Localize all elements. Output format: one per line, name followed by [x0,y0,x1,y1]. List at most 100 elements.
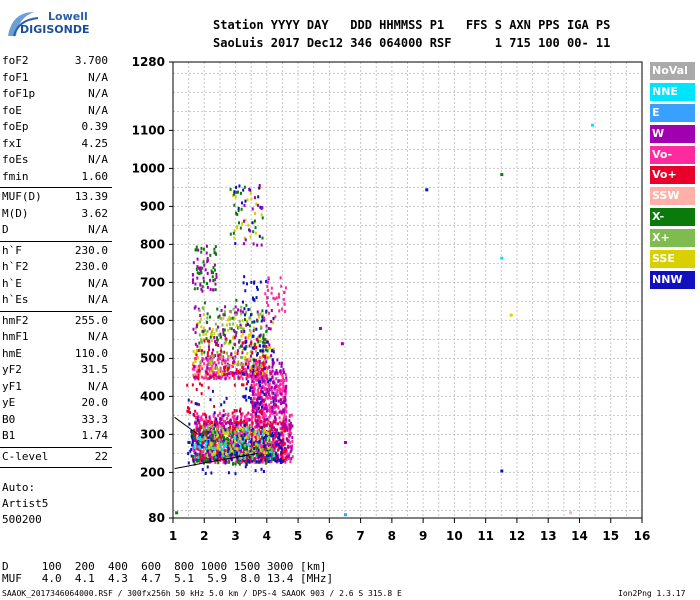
echo-point [261,398,264,402]
echo-point [257,429,260,433]
y-tick-label: 400 [140,389,165,403]
echo-point [208,417,211,421]
echo-point [259,364,262,368]
echo-point [250,448,253,452]
echo-point [220,354,223,358]
echo-point [222,440,225,444]
echo-point [239,344,242,348]
echo-point [193,306,196,310]
x-tick-label: 4 [263,529,271,543]
echo-point [281,455,284,459]
echo-point [269,421,272,425]
echo-point [250,452,253,456]
echo-point [281,401,284,405]
echo-point [247,380,250,384]
echo-point [270,320,273,324]
echo-point [216,325,219,329]
echo-point [198,456,201,460]
echo-point [274,372,277,376]
echo-point [209,287,212,291]
echo-point [249,440,252,444]
echo-point [229,438,232,442]
echo-point [272,437,275,441]
echo-point [222,333,225,337]
echo-point [188,407,191,411]
echo-point [224,461,227,465]
echo-point [256,392,259,396]
echo-point [206,366,209,370]
echo-point [266,424,269,428]
echo-point [200,268,203,272]
echo-point [244,367,247,371]
echo-point [258,393,261,397]
echo-point [282,438,285,442]
echo-point [278,361,281,365]
echo-point [256,424,259,428]
echo-point [278,420,281,424]
echo-point [277,448,280,452]
echo-point [211,452,214,456]
echo-point [204,328,207,332]
echo-point [261,420,264,424]
echo-point [194,342,197,346]
echo-point [266,387,269,391]
param-row: fxI 4.25 [0,137,112,154]
echo-point [210,333,213,337]
echo-point [262,403,265,407]
echo-point [213,440,216,444]
echo-point [220,436,223,440]
echo-point [276,393,279,397]
echo-point [285,378,288,382]
echo-point [214,373,217,377]
echo-point [228,440,231,444]
echo-point [228,372,231,376]
echo-point [279,383,282,387]
echo-point [258,186,261,190]
echo-point [241,445,244,449]
echo-point [191,367,194,371]
echo-point [195,421,198,425]
echo-point [194,331,197,335]
echo-point [214,446,217,450]
echo-point [275,383,278,387]
echo-point [224,458,227,462]
echo-point [241,432,244,436]
echo-point [283,400,286,404]
echo-point [284,429,287,433]
echo-point [201,412,204,416]
echo-point [265,403,268,407]
echo-point [195,353,198,357]
echo-point [193,375,196,379]
echo-point [248,459,251,463]
echo-point [219,357,222,361]
echo-point [236,431,239,435]
echo-point [227,446,230,450]
echo-point [263,445,266,449]
echo-point [284,392,287,396]
echo-point [195,267,198,271]
logo-swirl-icon [8,12,39,37]
echo-point [202,329,205,333]
echo-point [276,439,279,443]
echo-point [289,421,292,425]
echo-point [280,455,283,459]
echo-point [267,326,270,330]
echo-point [257,391,260,395]
echo-point [197,456,200,460]
echo-point [229,453,232,457]
echo-point [282,371,285,375]
param-key: hmE [2,346,22,360]
echo-point [262,363,265,367]
trace-line [174,416,199,435]
echo-point [240,434,243,438]
x-tick-label: 11 [477,529,494,543]
echo-point [240,312,243,316]
footer-muf-row: MUF 4.0 4.1 4.3 4.7 5.1 5.9 8.0 13.4 [MH… [2,572,334,585]
echo-point [194,282,197,286]
echo-point [199,435,202,439]
echo-point [239,407,242,411]
echo-point [202,326,205,330]
echo-point [207,446,210,450]
echo-point [205,244,208,248]
echo-point [242,395,245,399]
